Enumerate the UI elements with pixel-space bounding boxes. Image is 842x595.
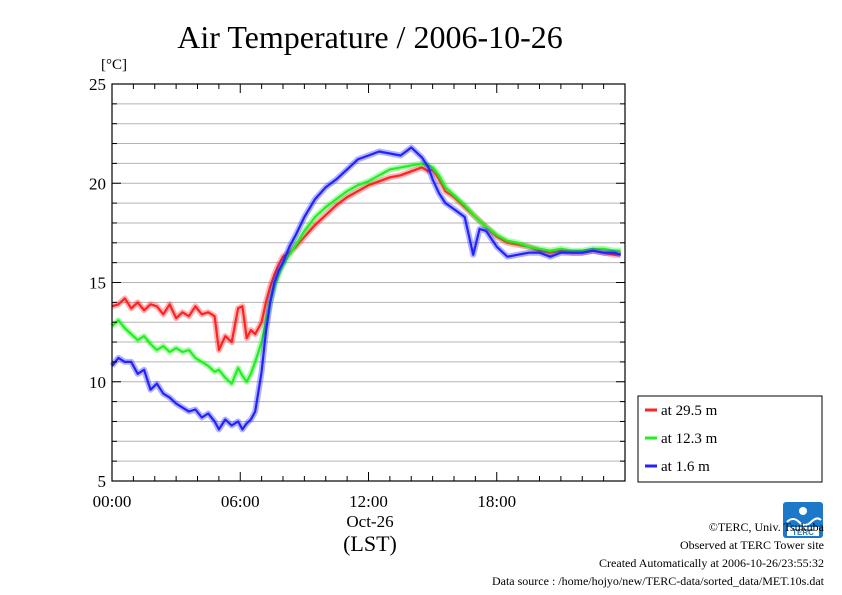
x-axis: 00:00 06:00 12:00 18:00 <box>93 84 626 511</box>
x-tick-label: 06:00 <box>221 492 260 511</box>
series-lines <box>109 144 622 433</box>
legend-box <box>637 395 823 483</box>
credit-observed: Observed at TERC Tower site <box>679 538 824 552</box>
credit-source: Data source : /home/hojyo/new/TERC-data/… <box>491 574 824 588</box>
y-tick-label: 15 <box>89 274 106 293</box>
x-tick-label: 18:00 <box>477 492 516 511</box>
y-tick-label: 10 <box>89 373 106 392</box>
x-tick-label: 12:00 <box>349 492 388 511</box>
series-line <box>111 146 622 431</box>
x-tick-label: 00:00 <box>93 492 132 511</box>
terc-logo-icon: TERC <box>783 502 823 538</box>
logo-text: TERC <box>792 528 814 537</box>
series-line <box>111 166 621 352</box>
y-tick-label: 20 <box>89 174 106 193</box>
legend-label: at 12.3 m <box>661 431 718 447</box>
legend-label: at 29.5 m <box>661 403 718 419</box>
x-date-label: Oct-26 <box>346 512 393 531</box>
y-tick-label: 5 <box>98 472 107 491</box>
chart-title: Air Temperature / 2006-10-26 <box>177 19 563 55</box>
legend: at 29.5 m at 12.3 m at 1.6 m <box>637 395 823 483</box>
credit-copyright: ©TERC, Univ. Tsukuba <box>708 520 824 534</box>
credit-created: Created Automatically at 2006-10-26/23:5… <box>599 556 824 570</box>
y-tick-label: 25 <box>89 75 106 94</box>
y-axis: 5 10 15 20 25 <box>89 75 625 491</box>
y-unit-label: [°C] <box>101 57 127 73</box>
legend-label: at 1.6 m <box>661 459 710 475</box>
series-line <box>111 162 621 385</box>
grid-lines <box>112 103 625 462</box>
x-axis-label: (LST) <box>343 531 397 556</box>
